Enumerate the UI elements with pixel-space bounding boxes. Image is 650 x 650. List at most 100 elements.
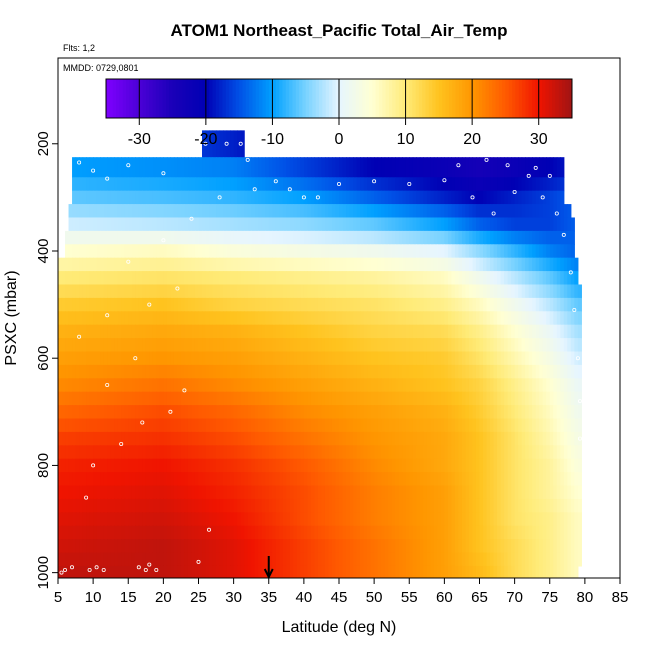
colorbar-segment: [252, 79, 257, 118]
heatmap-cell: [96, 271, 101, 286]
heatmap-cell: [507, 378, 512, 393]
heatmap-cell: [514, 204, 519, 219]
heatmap-cell: [173, 525, 179, 540]
heatmap-cell: [331, 217, 337, 232]
heatmap-cell: [268, 297, 273, 312]
heatmap-cell: [395, 485, 400, 500]
heatmap-cell: [75, 525, 80, 540]
heatmap-cell: [61, 485, 66, 500]
heatmap-cell: [391, 472, 396, 487]
heatmap-cell: [321, 217, 326, 232]
heatmap-cell: [170, 378, 175, 393]
heatmap-cell: [149, 324, 154, 339]
heatmap-cell: [145, 552, 150, 567]
heatmap-cell: [72, 485, 77, 500]
heatmap-cell: [374, 485, 379, 500]
colorbar-segment: [392, 79, 397, 118]
heatmap-cell: [247, 458, 252, 473]
heatmap-cell: [240, 217, 245, 232]
heatmap-cell: [251, 230, 256, 245]
heatmap-cell: [149, 525, 154, 540]
heatmap-cell: [310, 539, 316, 554]
heatmap-cell: [275, 324, 280, 339]
heatmap-cell: [370, 431, 375, 446]
heatmap-cell: [275, 311, 280, 326]
heatmap-cell: [409, 311, 414, 326]
heatmap-cell: [72, 257, 77, 272]
heatmap-cell: [226, 391, 231, 406]
heatmap-cell: [440, 418, 445, 433]
heatmap-cell: [180, 485, 186, 500]
heatmap-cell: [412, 351, 417, 366]
heatmap-cell: [121, 157, 126, 178]
heatmap-cell: [233, 311, 238, 326]
heatmap-cell: [465, 565, 470, 578]
heatmap-cell: [159, 257, 164, 272]
heatmap-cell: [370, 257, 375, 272]
heatmap-cell: [191, 364, 196, 379]
heatmap-cell: [289, 157, 294, 178]
heatmap-cell: [384, 552, 389, 567]
heatmap-cell: [409, 552, 414, 567]
heatmap-cell: [100, 418, 105, 433]
heatmap-cell: [353, 244, 358, 259]
heatmap-cell: [152, 204, 157, 219]
heatmap-cell: [100, 485, 105, 500]
heatmap-cell: [152, 338, 157, 353]
heatmap-cell: [247, 391, 252, 406]
heatmap-cell: [223, 177, 228, 192]
heatmap-cell: [556, 525, 561, 540]
heatmap-cell: [416, 338, 421, 353]
heatmap-cell: [68, 364, 73, 379]
colorbar-segment: [279, 79, 283, 118]
heatmap-cell: [556, 311, 561, 326]
heatmap-cell: [300, 351, 305, 366]
heatmap-cell: [556, 498, 561, 513]
heatmap-cell: [265, 498, 270, 513]
heatmap-cell: [237, 257, 242, 272]
heatmap-cell: [293, 271, 298, 286]
heatmap-cell: [194, 539, 200, 554]
heatmap-cell: [324, 378, 330, 393]
heatmap-cell: [468, 244, 474, 259]
heatmap-cell: [265, 418, 270, 433]
heatmap-cell: [103, 485, 108, 500]
heatmap-cell: [574, 418, 579, 433]
heatmap-cell: [156, 157, 161, 178]
heatmap-cell: [100, 177, 105, 192]
heatmap-cell: [254, 244, 259, 259]
heatmap-cell: [346, 445, 351, 460]
heatmap-cell: [486, 284, 491, 299]
heatmap-cell: [349, 324, 354, 339]
heatmap-cell: [131, 539, 136, 554]
heatmap-cell: [117, 539, 122, 554]
heatmap-cell: [324, 351, 330, 366]
heatmap-cell: [286, 244, 291, 259]
heatmap-cell: [444, 177, 449, 192]
heatmap-cell: [395, 324, 400, 339]
heatmap-cell: [240, 378, 245, 393]
heatmap-cell: [138, 525, 143, 540]
heatmap-cell: [504, 378, 509, 393]
heatmap-cell: [128, 539, 133, 554]
heatmap-cell: [247, 445, 252, 460]
heatmap-cell: [504, 565, 509, 578]
heatmap-cell: [244, 391, 249, 406]
heatmap-cell: [230, 552, 235, 567]
heatmap-cell: [468, 157, 474, 178]
heatmap-cell: [500, 157, 505, 178]
heatmap-cell: [293, 512, 298, 527]
heatmap-cell: [514, 431, 519, 446]
heatmap-cell: [395, 458, 400, 473]
heatmap-cell: [532, 378, 537, 393]
heatmap-cell: [528, 284, 533, 299]
heatmap-cell: [472, 445, 477, 460]
heatmap-cell: [475, 378, 481, 393]
colorbar-segment: [415, 79, 420, 118]
heatmap-cell: [479, 378, 484, 393]
heatmap-cell: [398, 539, 403, 554]
heatmap-cell: [370, 378, 375, 393]
heatmap-cell: [472, 297, 477, 312]
heatmap-cell: [237, 324, 242, 339]
heatmap-cell: [191, 157, 196, 178]
